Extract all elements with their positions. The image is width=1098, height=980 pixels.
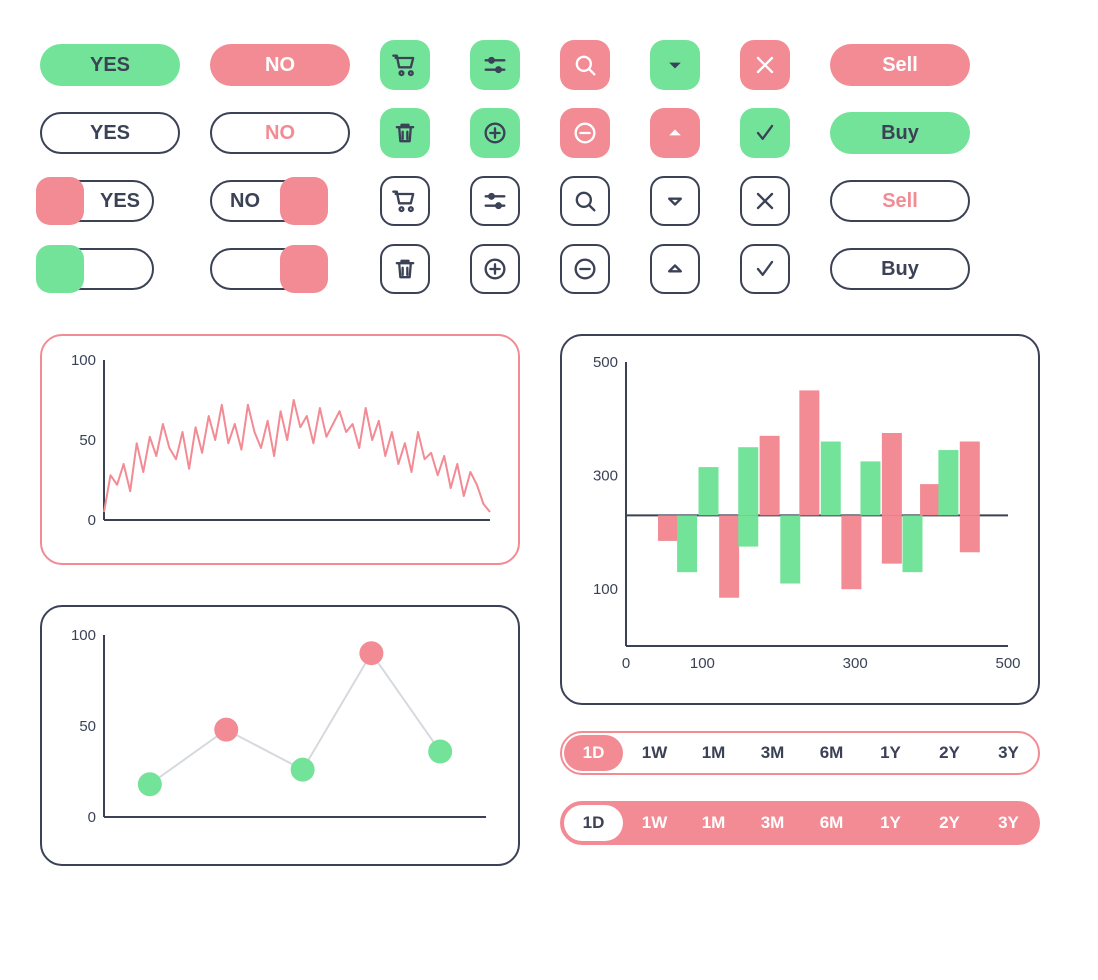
no-button-filled[interactable]: NO (210, 44, 350, 86)
check-icon (751, 119, 779, 147)
svg-text:100: 100 (71, 352, 96, 369)
buy-button-filled[interactable]: Buy (830, 112, 970, 154)
range-option-3m[interactable]: 3M (743, 733, 802, 773)
control-grid: YES NO Sell YES NO Buy YES NO (40, 40, 1058, 294)
range-option-1d[interactable]: 1D (564, 735, 623, 771)
svg-text:300: 300 (843, 655, 868, 672)
check-button-outline[interactable] (740, 244, 790, 294)
range-option-2y[interactable]: 2Y (920, 803, 979, 843)
cart-icon (391, 187, 419, 215)
down-button-outline[interactable] (650, 176, 700, 226)
toggle-knob-pink-2 (280, 177, 328, 225)
close-icon (751, 187, 779, 215)
yes-toggle[interactable]: YES (40, 180, 180, 222)
up-button-filled[interactable] (650, 108, 700, 158)
svg-text:100: 100 (593, 581, 618, 598)
plus-button-outline[interactable] (470, 244, 520, 294)
range-option-6m[interactable]: 6M (802, 733, 861, 773)
svg-text:50: 50 (79, 718, 96, 735)
date-range-selector-outline[interactable]: 1D1W1M3M6M1Y2Y3Y (560, 731, 1040, 775)
sell-button-outline[interactable]: Sell (830, 180, 970, 222)
svg-text:0: 0 (88, 809, 96, 826)
range-option-3m[interactable]: 3M (743, 803, 802, 843)
svg-text:0: 0 (622, 655, 630, 672)
minus-circle-icon (571, 255, 599, 283)
search-icon (571, 187, 599, 215)
trash-button-filled[interactable] (380, 108, 430, 158)
range-option-1m[interactable]: 1M (684, 803, 743, 843)
svg-text:100: 100 (690, 655, 715, 672)
yes-button-outline[interactable]: YES (40, 112, 180, 154)
svg-text:100: 100 (71, 627, 96, 644)
svg-text:300: 300 (593, 468, 618, 485)
line-chart: 0 50 100 (56, 350, 500, 540)
range-option-3y[interactable]: 3Y (979, 803, 1038, 843)
close-button-outline[interactable] (740, 176, 790, 226)
minus-button-outline[interactable] (560, 244, 610, 294)
svg-text:50: 50 (79, 432, 96, 449)
no-toggle-label: NO (230, 190, 260, 213)
toggle-knob-pink (36, 177, 84, 225)
chevron-down-icon (661, 187, 689, 215)
toggle-knob-green (36, 245, 84, 293)
svg-text:0: 0 (88, 512, 96, 529)
scatter-chart-panel: 0 50 100 (40, 605, 520, 866)
yes-button-filled[interactable]: YES (40, 44, 180, 86)
cart-icon (391, 51, 419, 79)
range-option-2y[interactable]: 2Y (920, 733, 979, 773)
search-button-outline[interactable] (560, 176, 610, 226)
range-option-6m[interactable]: 6M (802, 803, 861, 843)
line-chart-panel: 0 50 100 (40, 334, 520, 565)
range-option-1y[interactable]: 1Y (861, 733, 920, 773)
trash-icon (391, 255, 419, 283)
sliders-icon (481, 187, 509, 215)
range-option-1m[interactable]: 1M (684, 733, 743, 773)
plus-button-filled[interactable] (470, 108, 520, 158)
chevron-down-icon (661, 51, 689, 79)
date-range-selector-filled[interactable]: 1D1W1M3M6M1Y2Y3Y (560, 801, 1040, 845)
toggle-knob-pink-3 (280, 245, 328, 293)
range-option-1w[interactable]: 1W (625, 733, 684, 773)
buy-button-outline[interactable]: Buy (830, 248, 970, 290)
yes-toggle-label: YES (100, 190, 140, 213)
sell-button-filled[interactable]: Sell (830, 44, 970, 86)
sliders-button-outline[interactable] (470, 176, 520, 226)
trash-icon (391, 119, 419, 147)
sliders-icon (481, 51, 509, 79)
range-option-3y[interactable]: 3Y (979, 733, 1038, 773)
no-toggle[interactable]: NO (210, 180, 350, 222)
close-icon (751, 51, 779, 79)
toggle-pink-right[interactable] (210, 248, 350, 290)
chevron-up-icon (661, 119, 689, 147)
minus-button-filled[interactable] (560, 108, 610, 158)
minus-circle-icon (571, 119, 599, 147)
cart-button-filled[interactable] (380, 40, 430, 90)
sliders-button-filled[interactable] (470, 40, 520, 90)
down-button-filled[interactable] (650, 40, 700, 90)
cart-button-outline[interactable] (380, 176, 430, 226)
trash-button-outline[interactable] (380, 244, 430, 294)
close-button-filled[interactable] (740, 40, 790, 90)
plus-circle-icon (481, 119, 509, 147)
search-button-filled[interactable] (560, 40, 610, 90)
no-button-outline[interactable]: NO (210, 112, 350, 154)
up-button-outline[interactable] (650, 244, 700, 294)
range-option-1w[interactable]: 1W (625, 803, 684, 843)
charts-area: 0 50 100 0 50 100 100 300 500 0 100 300 500 1D1W1M… (40, 334, 1058, 866)
range-option-1d[interactable]: 1D (564, 805, 623, 841)
bar-chart: 100 300 500 0 100 300 500 (576, 350, 1020, 680)
svg-text:500: 500 (593, 354, 618, 371)
scatter-chart: 0 50 100 (56, 621, 500, 841)
bar-chart-panel: 100 300 500 0 100 300 500 (560, 334, 1040, 705)
check-button-filled[interactable] (740, 108, 790, 158)
search-icon (571, 51, 599, 79)
svg-text:500: 500 (995, 655, 1020, 672)
toggle-green-left[interactable] (40, 248, 180, 290)
check-icon (751, 255, 779, 283)
plus-circle-icon (481, 255, 509, 283)
chevron-up-icon (661, 255, 689, 283)
range-option-1y[interactable]: 1Y (861, 803, 920, 843)
